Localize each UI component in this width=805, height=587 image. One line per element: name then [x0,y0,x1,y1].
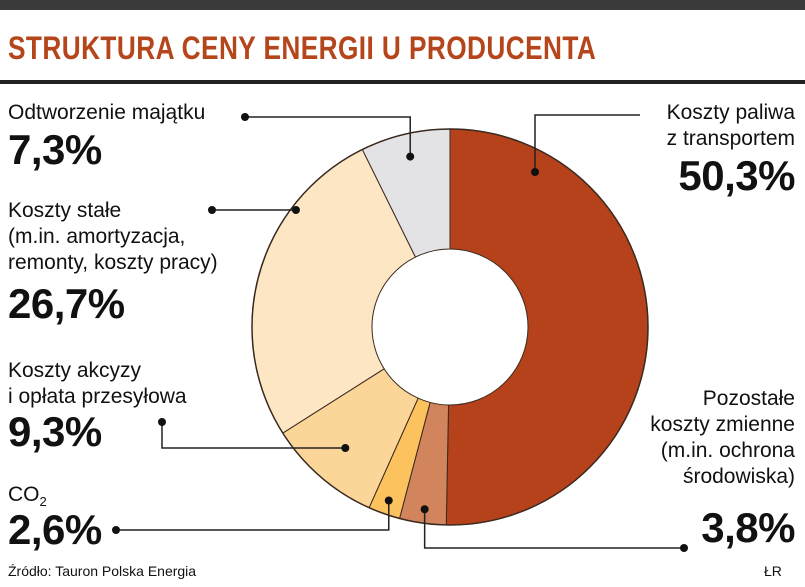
leader-end-excise [158,418,166,426]
author-initials: ŁR [764,563,782,579]
leader-dot-assets [406,152,415,161]
leader-dot-co2 [384,496,393,505]
leader-assets [245,116,411,157]
donut-slice-0 [445,128,649,526]
source-note: Źródło: Tauron Polska Energia [8,563,197,579]
top-bar [0,0,805,10]
label-co2-text: CO [8,483,40,506]
leader-end-fixed [208,206,216,214]
leader-dot-fixed [291,206,300,214]
title-rule [0,80,805,84]
leader-fuel [534,114,640,172]
value-fuel: 50,3% [678,152,795,199]
label-co2-subscript: 2 [39,494,47,509]
value-excise: 9,3% [8,408,102,455]
leader-end-co2 [112,526,120,534]
value-co2: 2,6% [8,506,102,553]
label-fuel: Koszty paliwa z transportem [666,101,795,150]
label-other-variable: Pozostałe koszty zmienne (m.in. ochrona … [650,387,795,488]
label-fixed: Koszty stałe (m.in. amortyzacja, remonty… [8,199,218,274]
leader-excise [161,422,346,449]
leader-other-variable [423,509,684,549]
value-fixed: 26,7% [8,280,125,327]
value-assets: 7,3% [8,126,102,173]
leader-dot-other-variable [420,505,429,514]
donut-outline [251,128,649,526]
leader-co2 [116,500,390,531]
leader-end-other-variable [680,544,688,552]
leader-dot-fuel [531,168,539,176]
label-assets: Odtworzenie majątku [8,101,206,124]
leader-end-assets [241,113,249,121]
leader-dot-excise [341,444,350,453]
label-co2: CO2 [8,482,47,515]
value-other-variable: 3,8% [701,504,795,551]
label-excise: Koszty akcyzy i opłata przesyłowa [8,359,187,408]
chart-title: STRUKTURA CENY ENERGII U PRODUCENTA [8,30,597,66]
